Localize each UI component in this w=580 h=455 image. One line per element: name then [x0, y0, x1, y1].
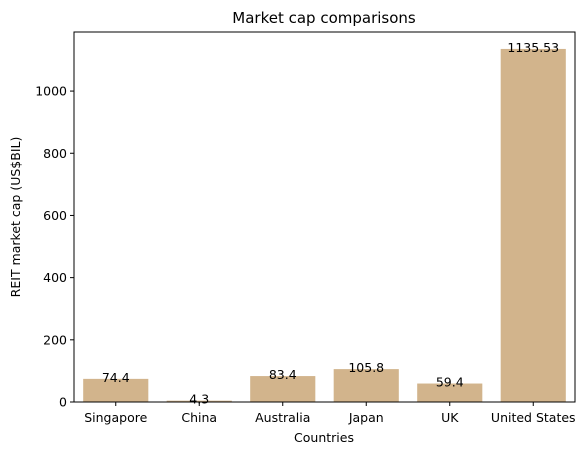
bar-uk	[417, 383, 483, 402]
y-axis-ticks: 0 200 400 600 800 1000	[35, 84, 74, 410]
x-tick-label: Australia	[255, 410, 310, 425]
bar-singapore	[83, 378, 149, 402]
y-tick-label: 600	[43, 208, 67, 223]
x-tick-label: UK	[441, 410, 459, 425]
data-label: 74.4	[102, 370, 130, 385]
data-label: 4.3	[189, 392, 209, 407]
data-label: 59.4	[436, 375, 464, 390]
data-label: 1135.53	[507, 40, 559, 55]
y-tick-label: 400	[43, 270, 67, 285]
x-axis-title: Countries	[294, 430, 354, 445]
data-label: 83.4	[269, 367, 297, 382]
data-labels-group: 74.4 4.3 83.4 105.8 59.4 1135.53	[102, 40, 559, 407]
x-tick-label: United States	[491, 410, 576, 425]
bar-united-states	[500, 48, 566, 403]
bars-group	[83, 48, 566, 403]
plot-frame	[73, 31, 576, 403]
bar-australia	[250, 376, 316, 402]
y-tick-label: 1000	[35, 84, 67, 99]
y-tick-label: 0	[59, 395, 67, 410]
x-tick-label: Singapore	[84, 410, 147, 425]
y-tick-label: 200	[43, 332, 67, 347]
bar-china	[166, 400, 232, 402]
x-tick-label: Japan	[348, 410, 384, 425]
y-axis-title: REIT market cap (US$BIL)	[8, 137, 23, 298]
chart-title: Market cap comparisons	[232, 9, 416, 27]
y-tick-label: 800	[43, 146, 67, 161]
x-tick-label: China	[181, 410, 217, 425]
data-label: 105.8	[348, 360, 384, 375]
x-axis-ticks: Singapore China Australia Japan UK United Sta…	[84, 402, 576, 425]
bar-japan	[333, 369, 399, 402]
